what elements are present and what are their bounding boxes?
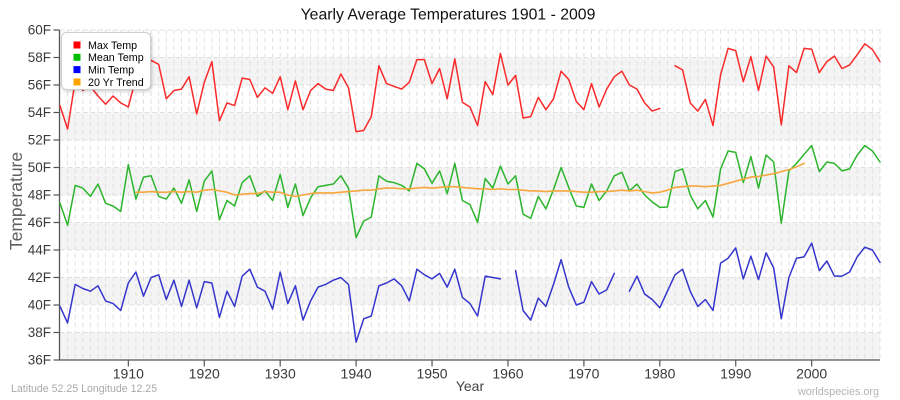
svg-text:40F: 40F — [28, 298, 51, 313]
svg-text:1950: 1950 — [416, 366, 447, 382]
svg-text:Temperature: Temperature — [6, 152, 26, 250]
svg-text:worldspecies.org: worldspecies.org — [797, 386, 879, 398]
svg-text:60F: 60F — [28, 23, 51, 38]
svg-text:42F: 42F — [28, 270, 51, 285]
svg-text:50F: 50F — [28, 160, 51, 175]
svg-text:Yearly Average Temperatures 19: Yearly Average Temperatures 1901 - 2009 — [301, 7, 596, 24]
svg-text:44F: 44F — [28, 243, 51, 258]
svg-text:Mean Temp: Mean Temp — [88, 52, 144, 64]
svg-text:1940: 1940 — [341, 366, 372, 382]
svg-text:1920: 1920 — [189, 366, 220, 382]
svg-text:46F: 46F — [28, 215, 51, 230]
svg-text:Year: Year — [456, 378, 485, 394]
svg-text:20 Yr Trend: 20 Yr Trend — [88, 77, 144, 89]
svg-text:58F: 58F — [28, 50, 51, 65]
svg-text:Latitude 52.25 Longitude 12.25: Latitude 52.25 Longitude 12.25 — [11, 383, 157, 395]
svg-text:38F: 38F — [28, 325, 51, 340]
svg-text:48F: 48F — [28, 188, 51, 203]
svg-text:1930: 1930 — [265, 366, 296, 382]
svg-text:Max Temp: Max Temp — [88, 40, 137, 52]
svg-text:Min Temp: Min Temp — [88, 65, 134, 77]
svg-text:1980: 1980 — [644, 366, 675, 382]
svg-text:1960: 1960 — [492, 366, 523, 382]
svg-text:2000: 2000 — [796, 366, 827, 382]
svg-text:52F: 52F — [28, 133, 51, 148]
svg-text:1910: 1910 — [113, 366, 144, 382]
svg-text:1970: 1970 — [568, 366, 599, 382]
svg-text:56F: 56F — [28, 78, 51, 93]
svg-text:1990: 1990 — [720, 366, 751, 382]
svg-text:54F: 54F — [28, 105, 51, 120]
svg-text:36F: 36F — [28, 353, 51, 368]
